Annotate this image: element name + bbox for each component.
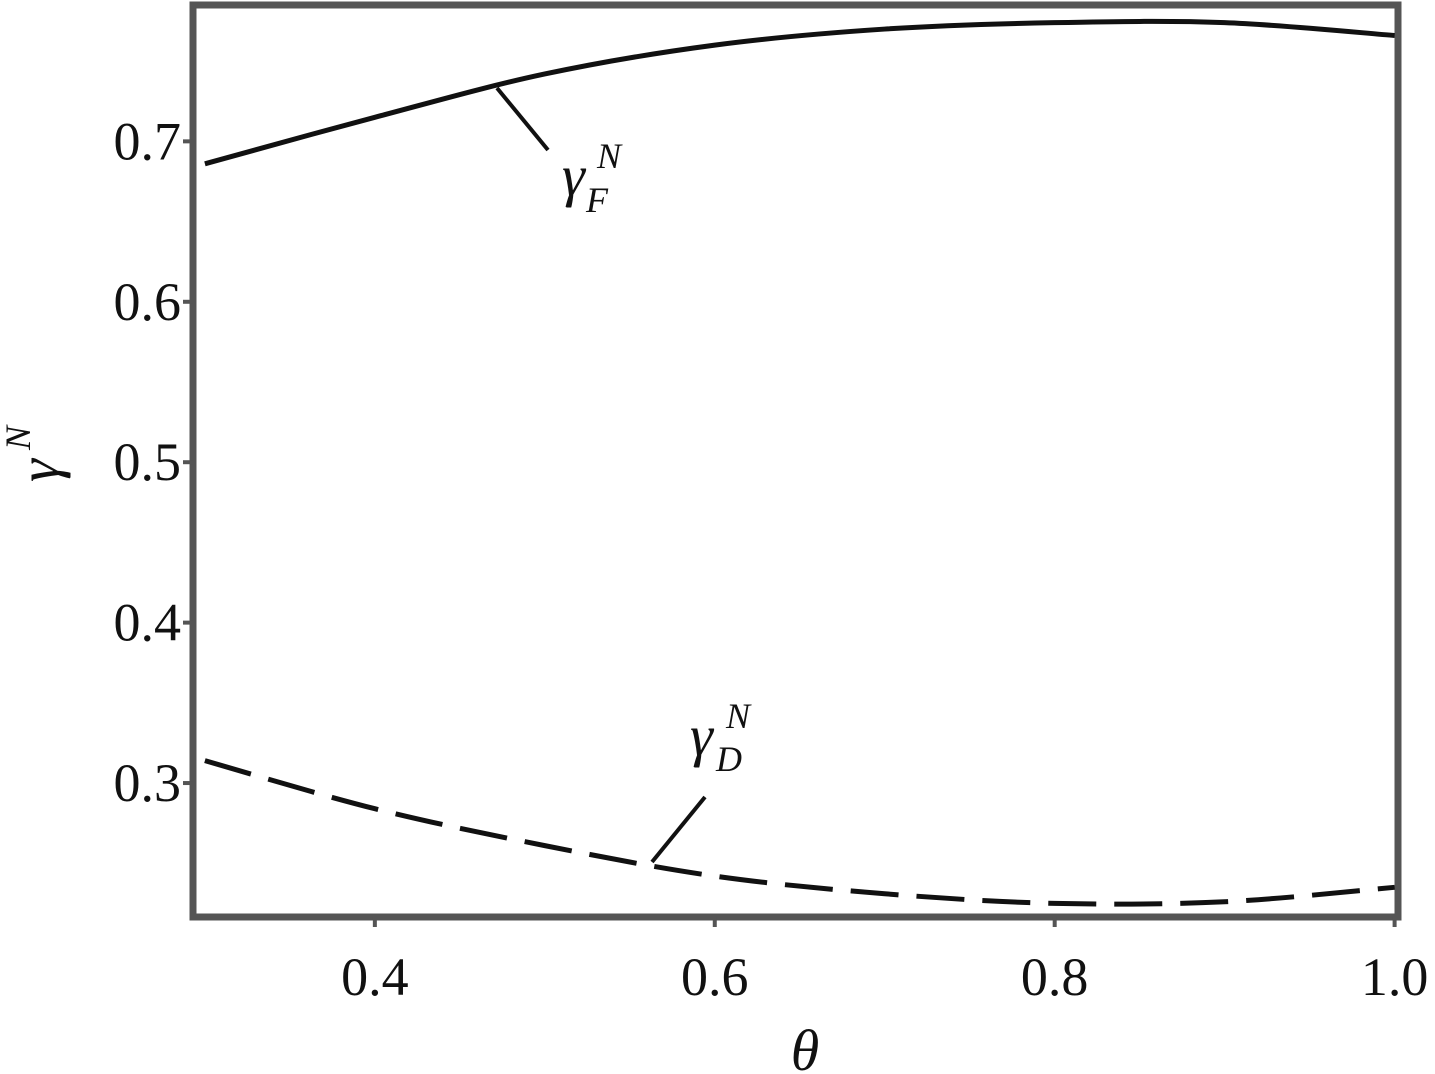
annotation-text: γ [690,703,715,768]
annotation-leader [495,86,550,152]
annotation-leader [650,795,707,864]
series-line [204,18,1395,167]
plot-frame [189,1,1402,921]
annotation-sub: F [585,180,609,220]
y-label-base: γ [6,457,71,482]
x-axis-label: θ [791,1018,820,1074]
annotation-sup: N [725,696,752,736]
x-tick-label: 1.0 [1361,947,1429,1007]
series-line [204,758,1395,907]
y-tick-label: 0.4 [114,593,182,653]
y-tick-label: 0.5 [114,432,182,492]
y-tick-label: 0.7 [114,111,182,171]
y-axis-label: γN [0,424,71,482]
x-tick-label: 0.6 [681,947,749,1007]
annotation-sub: D [715,739,742,779]
annotation-sup: N [596,136,623,176]
y-label-text: γN [0,424,71,482]
y-tick-label: 0.3 [114,753,182,813]
x-tick-label: 0.4 [341,947,409,1007]
y-tick-label: 0.6 [114,272,182,332]
annotation-text: γ [562,143,587,208]
y-label-sup: N [0,424,38,451]
x-tick-label: 0.8 [1021,947,1089,1007]
